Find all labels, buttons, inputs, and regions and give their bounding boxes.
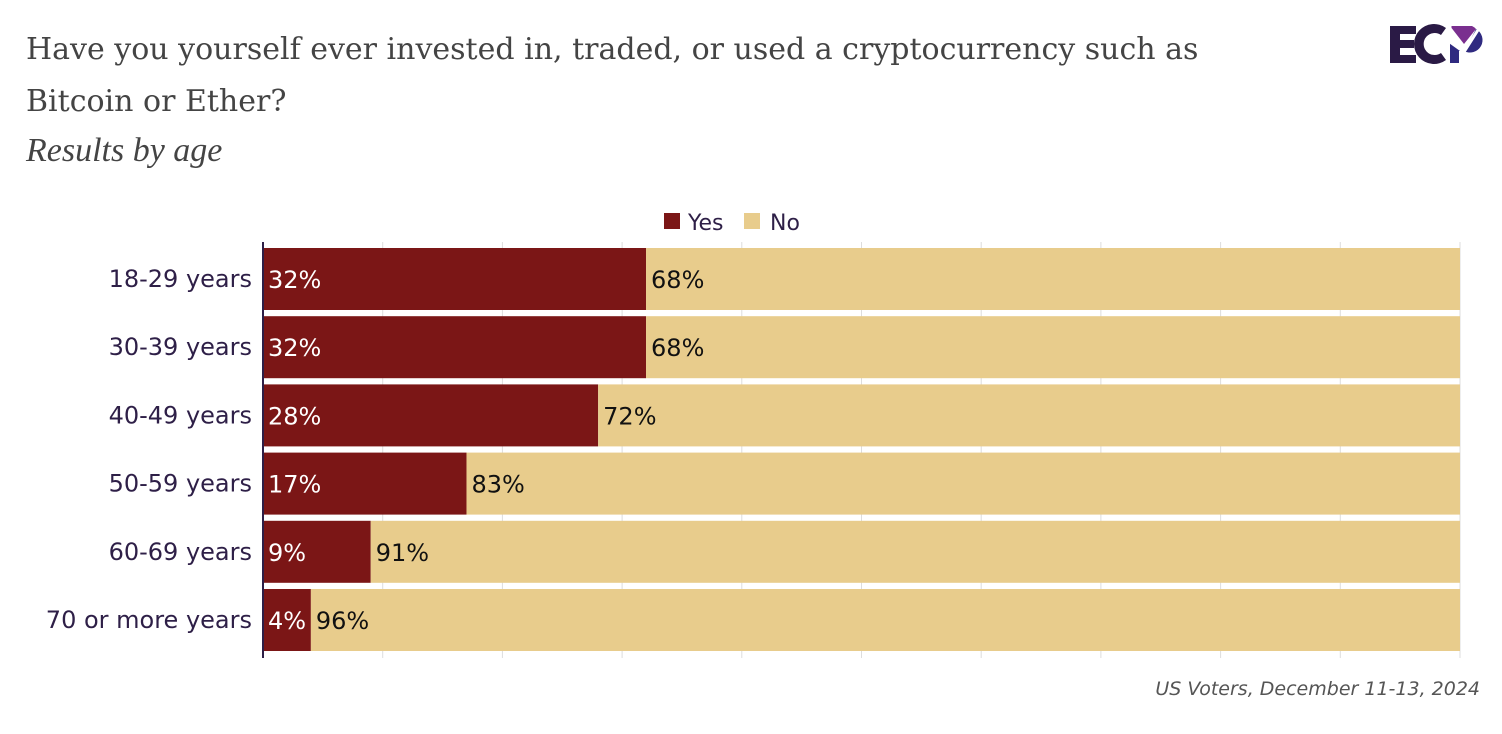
bar-yes (263, 316, 647, 379)
data-label-yes: 32% (268, 334, 321, 362)
chart-subtitle: Results by age (26, 132, 223, 169)
data-label-no: 68% (651, 334, 704, 362)
legend-swatch-no (744, 213, 760, 229)
data-label-yes: 17% (268, 471, 321, 499)
data-label-yes: 4% (268, 607, 306, 635)
chart-title: Have you yourself ever invested in, trad… (26, 32, 1199, 119)
category-label: 70 or more years (46, 606, 252, 634)
bar-no (370, 520, 1461, 583)
data-label-no: 91% (376, 539, 429, 567)
ecp-logo (1388, 22, 1492, 73)
bar-no (646, 248, 1460, 310)
data-label-no: 72% (603, 402, 656, 430)
bar-no (310, 589, 1460, 651)
bar-no (466, 452, 1460, 515)
source-note: US Voters, December 11-13, 2024 (1155, 678, 1480, 700)
legend-label-yes: Yes (687, 211, 724, 236)
bar-yes (263, 452, 467, 515)
data-label-no: 83% (471, 471, 524, 499)
category-label: 40-49 years (109, 401, 252, 429)
data-label-no: 96% (316, 607, 369, 635)
bar-yes (263, 248, 647, 310)
legend-swatch-yes (664, 213, 680, 229)
bar-no (598, 384, 1460, 447)
data-label-yes: 9% (268, 539, 306, 567)
category-label: 18-29 years (109, 265, 252, 293)
category-label: 50-59 years (109, 470, 252, 498)
bar-yes (263, 520, 371, 583)
bar-no (646, 316, 1460, 379)
bar-yes (263, 589, 311, 651)
data-label-yes: 32% (268, 266, 321, 294)
bar-yes (263, 384, 599, 447)
data-label-yes: 28% (268, 402, 321, 430)
category-label: 30-39 years (109, 333, 252, 361)
legend: Yes No (664, 211, 800, 236)
data-label-no: 68% (651, 266, 704, 294)
legend-label-no: No (770, 211, 800, 236)
category-label: 60-69 years (109, 538, 252, 566)
